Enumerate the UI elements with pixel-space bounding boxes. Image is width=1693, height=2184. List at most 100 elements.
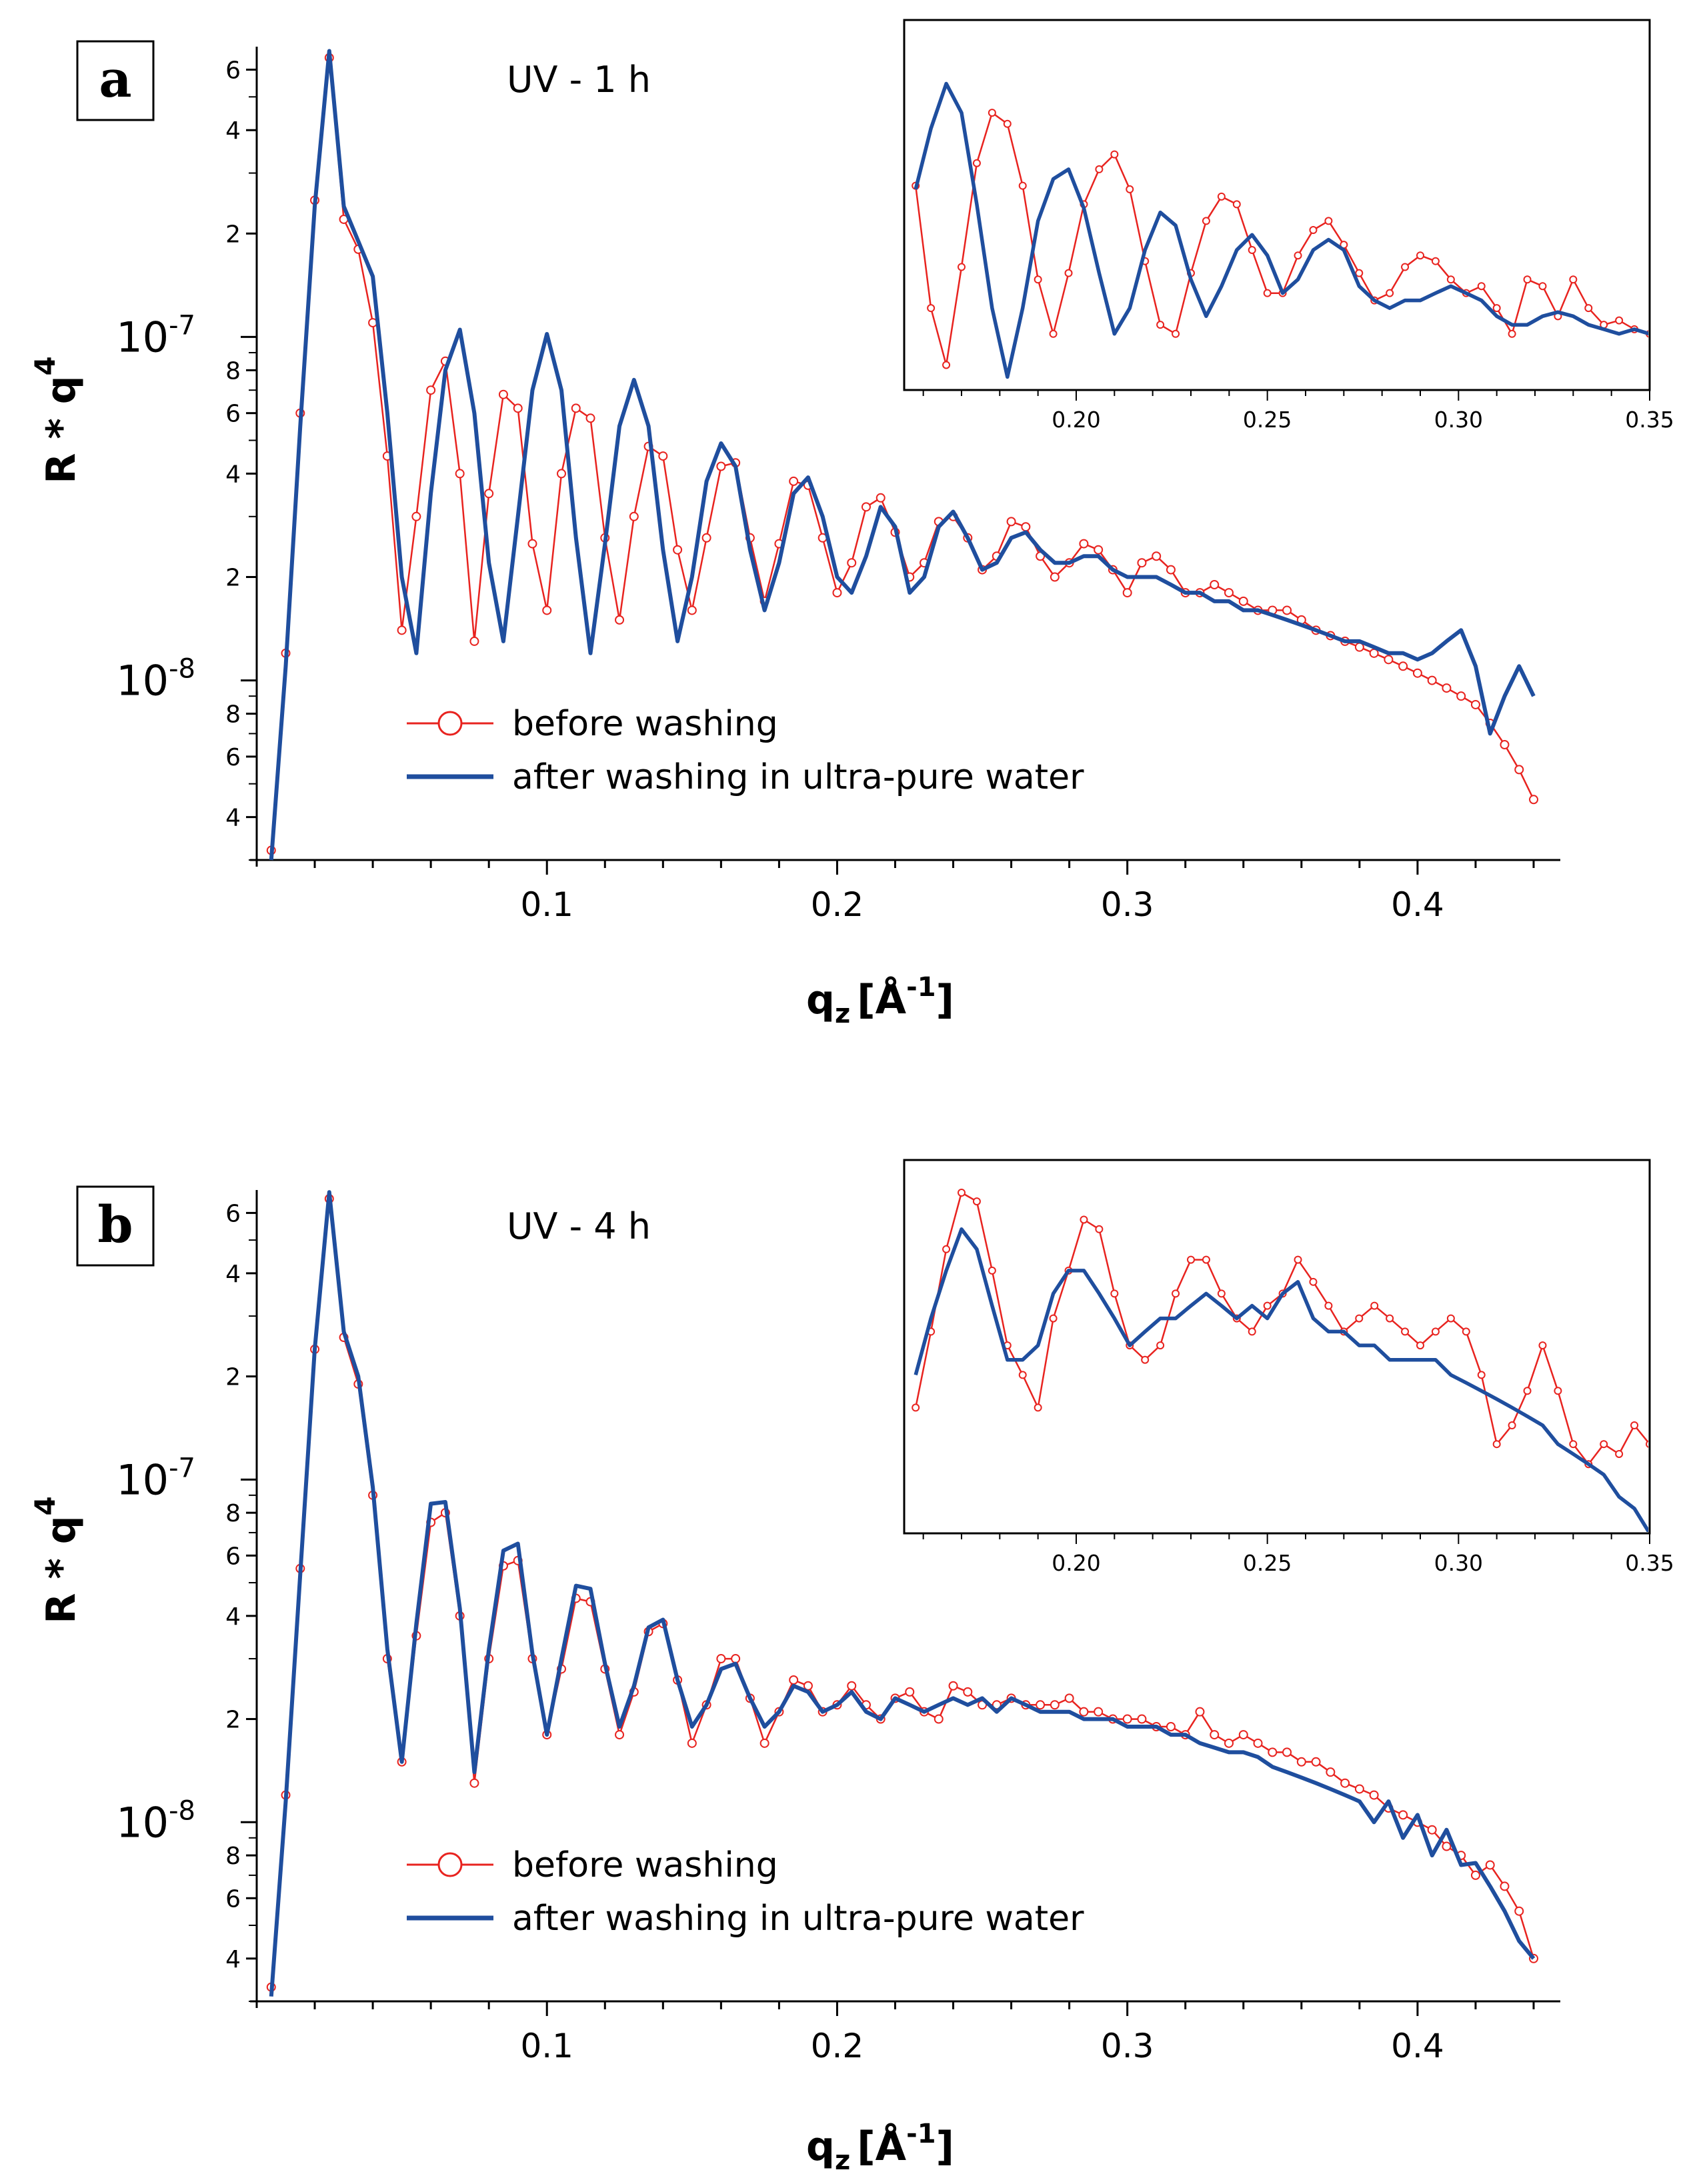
data-point <box>1524 1387 1531 1394</box>
data-point <box>1035 276 1042 283</box>
panel-b-ylabel-text: R * q <box>38 1515 85 1623</box>
data-point <box>1111 1290 1118 1297</box>
data-point <box>1312 1758 1320 1766</box>
panel-b-xlabel-close: ] <box>936 2123 954 2170</box>
y-tick-label: 6 <box>225 744 241 771</box>
svg-text:R * q4: R * q4 <box>29 356 85 484</box>
data-point <box>1402 264 1408 271</box>
y-tick-label: 10-7 <box>116 1453 195 1504</box>
panel-a-xlabel-q: q <box>806 977 835 1023</box>
data-point <box>1539 283 1546 289</box>
data-point <box>673 546 681 554</box>
data-point <box>1399 662 1407 670</box>
data-point <box>958 1189 965 1196</box>
data-point <box>964 1688 972 1696</box>
data-point <box>989 109 996 116</box>
data-point <box>1478 1371 1485 1378</box>
y-tick-label: 10-8 <box>116 1795 195 1847</box>
data-point <box>1414 669 1422 677</box>
data-point <box>1096 1226 1102 1233</box>
inset-x-tick-label: 0.30 <box>1434 407 1483 433</box>
data-point <box>935 1715 943 1723</box>
legend-label-0: before washing <box>512 704 778 744</box>
data-point <box>1356 270 1362 277</box>
x-tick-label: 0.1 <box>520 885 573 924</box>
data-point <box>1111 151 1118 158</box>
data-point <box>1138 559 1146 567</box>
inset-x-tick-label: 0.20 <box>1052 1550 1100 1576</box>
data-point <box>528 540 536 548</box>
data-point <box>1254 1739 1262 1747</box>
data-point <box>789 477 797 485</box>
data-point <box>572 404 580 412</box>
panel-b-xlabel-sub: z <box>835 2145 850 2176</box>
data-point <box>1472 701 1480 709</box>
y-tick-label: 8 <box>225 1500 241 1527</box>
panel-b-ylabel: R * q4 <box>29 1496 85 1624</box>
figure: a UV - 1 h R * q4 qz [Å-1] 0.1 0.2 0.3 0.446… <box>0 0 1693 2184</box>
legend-marker <box>439 1853 461 1876</box>
panel-a-label: a <box>99 49 131 109</box>
data-point <box>1094 1708 1102 1716</box>
data-point <box>731 1655 739 1663</box>
y-tick-label: 2 <box>225 1364 241 1391</box>
data-point <box>1167 566 1175 574</box>
data-point <box>848 559 856 567</box>
data-point <box>1509 1422 1516 1429</box>
y-tick-label: 8 <box>225 357 241 385</box>
data-point <box>1428 1826 1436 1834</box>
data-point <box>1616 1451 1622 1457</box>
data-point <box>1515 1907 1523 1915</box>
data-point <box>1020 1371 1026 1378</box>
data-point <box>1066 270 1072 277</box>
data-point <box>1138 1715 1146 1723</box>
data-point <box>1240 597 1248 605</box>
panel-b-label: b <box>97 1195 133 1254</box>
data-point <box>1142 1357 1148 1363</box>
data-point <box>630 513 638 521</box>
inset-x-tick-label: 0.35 <box>1625 1550 1674 1576</box>
data-point <box>1172 1290 1179 1297</box>
data-point <box>1515 765 1523 773</box>
data-point <box>1080 1708 1088 1716</box>
panel-a-xlabel-unit-sup: -1 <box>906 972 936 1003</box>
panel-a-annotation: UV - 1 h <box>507 59 651 101</box>
data-point <box>1486 1861 1494 1869</box>
y-tick-label: 10-8 <box>116 654 195 705</box>
panel-a-xlabel-sub: z <box>835 999 850 1029</box>
y-tick-label: 2 <box>225 565 241 592</box>
data-point <box>470 1779 478 1787</box>
data-point <box>1203 1257 1210 1263</box>
data-point <box>1096 166 1102 173</box>
data-point <box>862 503 870 511</box>
data-point <box>912 1404 919 1411</box>
data-point <box>398 626 406 634</box>
inset-x-tick-label: 0.25 <box>1243 1550 1292 1576</box>
data-point <box>470 637 478 645</box>
data-point <box>1402 1328 1408 1335</box>
data-point <box>1442 1843 1450 1851</box>
data-point <box>1008 517 1016 525</box>
data-point <box>703 534 711 542</box>
data-point <box>1326 1768 1334 1776</box>
panel-b-xlabel-q: q <box>806 2123 835 2170</box>
data-point <box>557 469 565 477</box>
data-point <box>1157 1342 1164 1349</box>
data-point <box>1494 1441 1500 1447</box>
data-point <box>1035 1404 1042 1411</box>
y-tick-label: 4 <box>225 461 241 488</box>
data-point <box>1051 1701 1059 1709</box>
data-point <box>1399 1811 1407 1819</box>
data-point <box>1066 1694 1074 1702</box>
panel-b-ylabel-sup: 4 <box>29 1496 61 1515</box>
data-point <box>1417 252 1424 259</box>
data-point <box>833 589 841 597</box>
data-point <box>1417 1342 1424 1349</box>
data-point <box>1020 183 1026 189</box>
panel-b-annotation: UV - 4 h <box>507 1205 651 1247</box>
y-tick-label: 2 <box>225 1707 241 1734</box>
data-point <box>974 160 980 167</box>
y-tick-label: 6 <box>225 1543 241 1570</box>
data-point <box>761 1739 769 1747</box>
data-point <box>943 361 950 368</box>
